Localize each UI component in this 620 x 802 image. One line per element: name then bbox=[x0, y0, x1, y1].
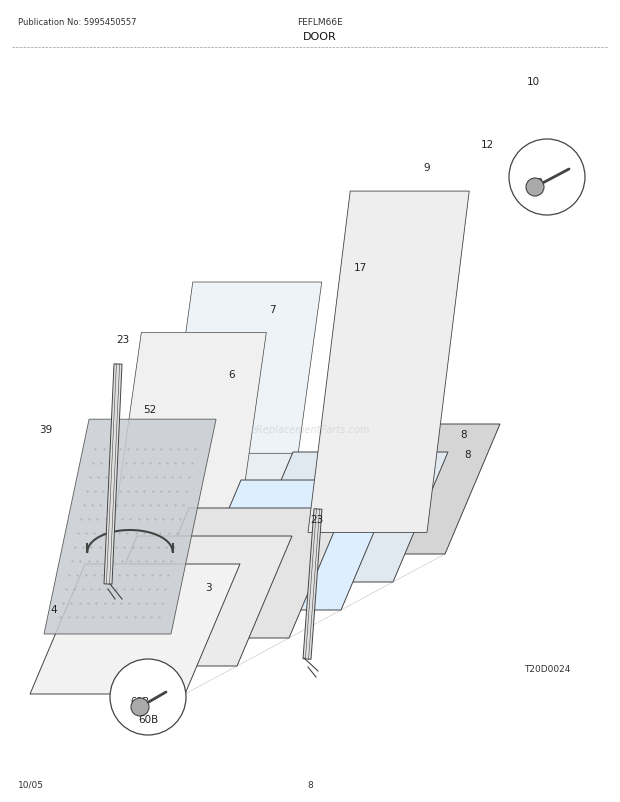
Text: 23: 23 bbox=[311, 514, 324, 525]
Text: 10: 10 bbox=[531, 178, 544, 188]
Circle shape bbox=[509, 140, 585, 216]
Text: 10/05: 10/05 bbox=[18, 780, 44, 789]
Polygon shape bbox=[147, 454, 317, 492]
Polygon shape bbox=[44, 419, 216, 634]
Polygon shape bbox=[186, 480, 396, 610]
Text: eReplacementParts.com: eReplacementParts.com bbox=[250, 424, 370, 435]
Text: T20D0024: T20D0024 bbox=[524, 664, 570, 673]
Polygon shape bbox=[97, 333, 267, 644]
Polygon shape bbox=[238, 452, 448, 582]
Polygon shape bbox=[30, 565, 240, 695]
Polygon shape bbox=[290, 424, 500, 554]
Circle shape bbox=[131, 698, 149, 716]
Text: 8: 8 bbox=[464, 449, 471, 460]
Text: 60B: 60B bbox=[138, 714, 158, 724]
Text: 3: 3 bbox=[205, 582, 211, 592]
Text: DOOR: DOOR bbox=[303, 32, 337, 42]
Text: 39: 39 bbox=[40, 424, 53, 435]
Polygon shape bbox=[82, 537, 292, 666]
Text: 8: 8 bbox=[461, 429, 467, 439]
Text: 23: 23 bbox=[117, 334, 130, 345]
Text: 8: 8 bbox=[307, 780, 313, 789]
Text: FEFLM66E: FEFLM66E bbox=[297, 18, 343, 27]
Polygon shape bbox=[147, 282, 322, 615]
Polygon shape bbox=[303, 509, 322, 659]
Text: 4: 4 bbox=[51, 604, 57, 614]
Text: 7: 7 bbox=[268, 305, 275, 314]
Polygon shape bbox=[308, 192, 469, 533]
Text: 9: 9 bbox=[423, 163, 430, 172]
Circle shape bbox=[526, 179, 544, 196]
Text: 60B: 60B bbox=[130, 696, 149, 706]
Polygon shape bbox=[134, 508, 344, 638]
Text: 17: 17 bbox=[353, 263, 366, 273]
Text: 6: 6 bbox=[229, 370, 236, 379]
Text: Publication No: 5995450557: Publication No: 5995450557 bbox=[18, 18, 136, 27]
Circle shape bbox=[110, 659, 186, 735]
Text: 12: 12 bbox=[480, 140, 494, 150]
Polygon shape bbox=[104, 364, 122, 585]
Text: 10: 10 bbox=[526, 77, 539, 87]
Text: 52: 52 bbox=[143, 404, 157, 415]
